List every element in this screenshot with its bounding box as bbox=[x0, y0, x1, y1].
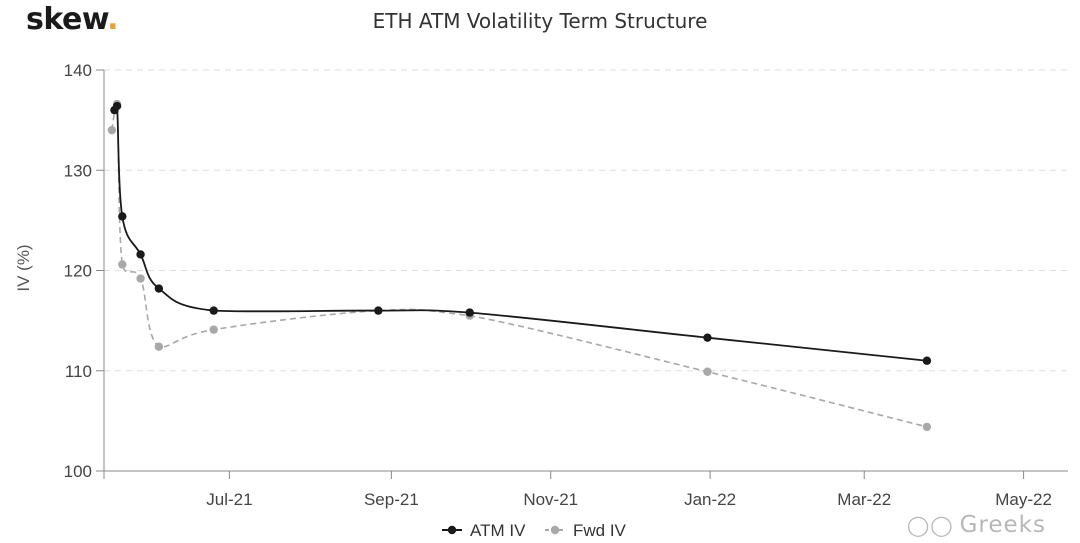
chart-title: ETH ATM Volatility Term Structure bbox=[372, 9, 708, 33]
atm-iv-point-3 bbox=[136, 250, 145, 259]
fwd-iv-point-5 bbox=[209, 325, 218, 334]
x-tick-label-May-22: May-22 bbox=[995, 490, 1052, 509]
logo-text: skew bbox=[26, 2, 108, 37]
watermark-text: Greeks bbox=[959, 512, 1046, 538]
skew-logo: skew. bbox=[26, 2, 119, 37]
atm-iv-point-6 bbox=[374, 306, 383, 315]
x-tick-label-Mar-22: Mar-22 bbox=[837, 490, 891, 509]
atm-iv-point-2 bbox=[118, 212, 127, 221]
logo-dot: . bbox=[107, 2, 119, 37]
atm-iv-point-1 bbox=[112, 101, 122, 111]
legend-label-fwd-iv: Fwd IV bbox=[573, 521, 627, 540]
legend-label-atm-iv: ATM IV bbox=[470, 521, 526, 540]
wechat-icon: ◯◯ bbox=[906, 513, 954, 537]
y-tick-label-110: 110 bbox=[65, 362, 92, 381]
atm-iv-point-7 bbox=[465, 308, 474, 317]
atm-iv-point-8 bbox=[703, 333, 712, 342]
watermark: ◯◯ Greeks bbox=[907, 512, 1046, 538]
fwd-iv-point-2 bbox=[118, 260, 127, 269]
x-tick-label-Nov-21: Nov-21 bbox=[523, 490, 578, 509]
x-tick-label-Jul-21: Jul-21 bbox=[206, 490, 252, 509]
y-tick-label-130: 130 bbox=[64, 161, 92, 180]
fwd-iv-point-0 bbox=[107, 125, 117, 135]
atm-iv-point-4 bbox=[154, 284, 164, 293]
axes: 100 110 120 130 140 Jul-21 Sep-21 Nov-21 Jan-22 M… bbox=[64, 61, 1068, 509]
x-tick-label-Jan-22: Jan-22 bbox=[684, 490, 736, 509]
atm-iv-point-5 bbox=[209, 306, 218, 315]
y-tick-label-140: 140 bbox=[64, 61, 92, 80]
atm-iv-line bbox=[113, 104, 928, 362]
fwd-iv-point-8 bbox=[703, 367, 712, 376]
legend: ATM IV Fwd IV bbox=[442, 521, 627, 540]
y-tick-label-120: 120 bbox=[64, 262, 92, 281]
gridlines bbox=[104, 69, 1068, 372]
fwd-iv-point-4 bbox=[154, 342, 164, 351]
x-tick-label-Sep-21: Sep-21 bbox=[364, 490, 419, 509]
fwd-iv-line bbox=[111, 103, 928, 428]
y-tick-label-100: 100 bbox=[64, 462, 92, 481]
fwd-iv-point-9 bbox=[922, 422, 932, 432]
legend-swatch-dot-fwd-iv bbox=[550, 525, 560, 535]
series-layer bbox=[107, 99, 932, 432]
fwd-iv-point-3 bbox=[136, 274, 145, 283]
y-axis-label: IV (%) bbox=[14, 244, 33, 292]
legend-swatch-dot-atm-iv bbox=[447, 525, 457, 535]
atm-iv-point-9 bbox=[922, 356, 932, 365]
